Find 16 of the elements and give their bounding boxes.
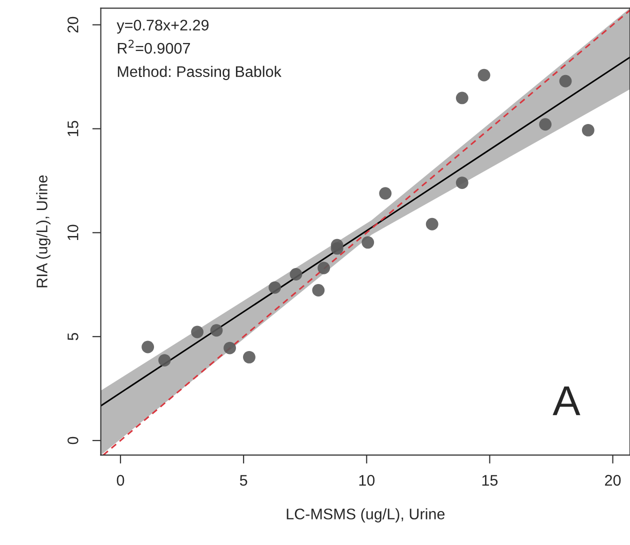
- x-tick-label: 15: [482, 475, 498, 486]
- y-tick-label: 20: [68, 16, 78, 33]
- annotation: y=0.78x+2.29: [116, 20, 209, 34]
- annotation: A: [552, 386, 580, 416]
- y-tick-label: 10: [68, 224, 78, 240]
- y-tick-label: 15: [68, 120, 78, 136]
- y-axis-title: RIA (ug/L), Urine: [36, 175, 50, 288]
- x-tick-label: 5: [240, 475, 248, 486]
- annotation: Method: Passing Bablok: [118, 66, 282, 80]
- y-tick-label: 5: [68, 332, 78, 340]
- x-tick-label: 0: [116, 474, 124, 486]
- x-axis-title: LC-MSMS (ug/L), Urine: [286, 508, 445, 522]
- x-tick-label: 20: [605, 474, 621, 486]
- y-tick-label: 0: [68, 436, 78, 444]
- x-tick-label: 10: [359, 474, 375, 486]
- annotation: R$^{2}$=0.9007: [118, 40, 190, 54]
